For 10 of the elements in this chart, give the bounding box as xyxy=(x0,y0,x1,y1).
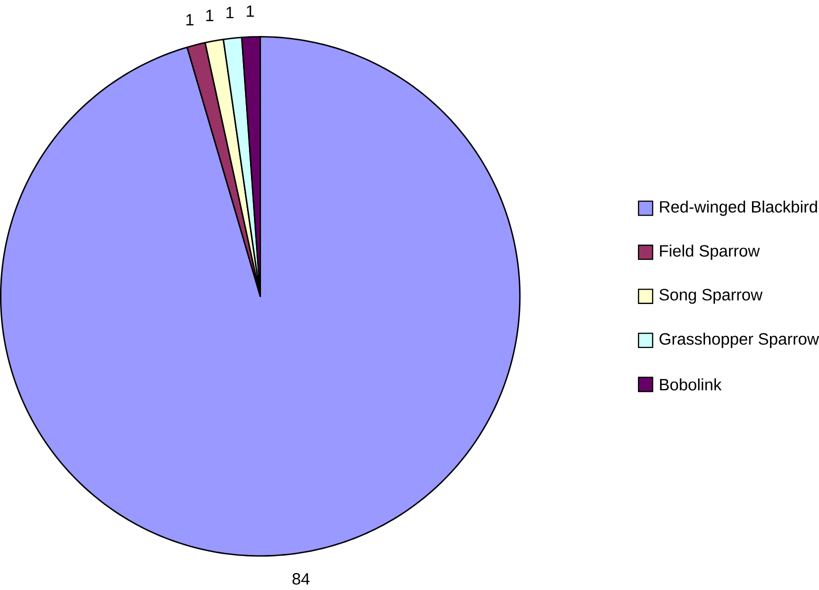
legend-label: Bobolink xyxy=(660,378,722,390)
legend-label: Grasshopper Sparrow xyxy=(660,332,819,348)
legend-label: Red-winged Blackbird xyxy=(660,200,817,216)
data-label: 1 xyxy=(246,5,254,17)
data-label: 84 xyxy=(292,572,310,585)
legend-label: Song Sparrow xyxy=(659,288,763,304)
data-label: 1 xyxy=(186,14,194,26)
legend-label: Field Sparrow xyxy=(660,244,760,260)
data-label: 1 xyxy=(206,10,214,22)
data-label: 1 xyxy=(226,6,234,18)
